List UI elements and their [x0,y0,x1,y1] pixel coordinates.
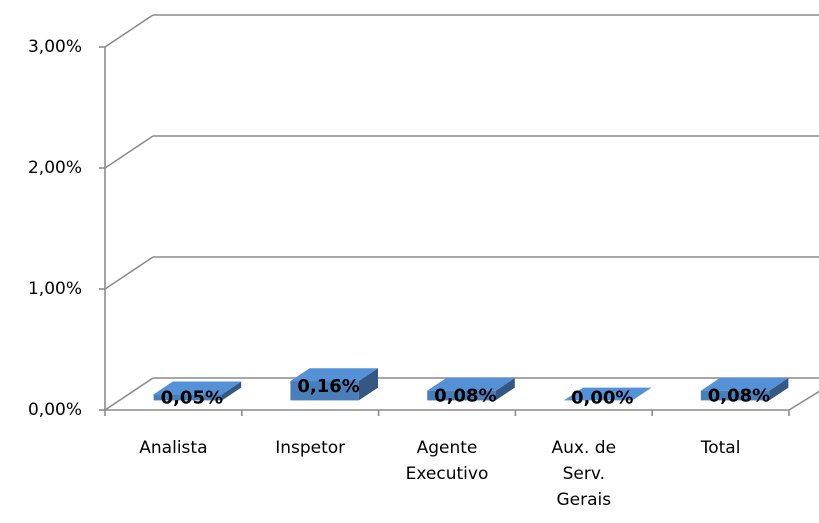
bar [700,377,789,401]
value-label: 0,16% [297,376,359,397]
x-tick-label: Aux. de Serv. Gerais [552,438,617,510]
bar-side [495,377,515,401]
grid-line [104,135,154,169]
value-label: 0,05% [161,387,223,408]
value-label: 0,00% [571,387,633,408]
x-tick-label: Analista [139,438,207,458]
y-tick-label: 1,00% [28,279,82,299]
x-tick-label: Total [700,438,741,458]
bar-top [564,387,652,401]
bar [427,377,515,401]
bar [153,381,242,401]
bar-top [153,381,242,395]
bar-top [700,377,789,391]
x-tick-label: Agente Executivo [406,438,489,484]
bar-front [700,390,770,401]
x-tick-label: Inspetor [275,438,345,458]
bar-side [222,381,242,401]
grid-line [104,14,154,48]
bar [290,368,378,401]
grid-line [104,256,154,290]
bar-side [358,368,378,401]
bar-top [427,377,515,391]
y-tick-label: 3,00% [28,37,82,57]
floor-right [788,390,819,411]
grid-line [104,377,154,411]
bar-front [290,381,359,401]
bar-top [290,368,378,382]
value-label: 0,08% [708,386,770,407]
bar-side [769,377,789,401]
bar-front [427,390,496,401]
y-tick-label: 2,00% [28,158,82,178]
y-tick-label: 0,00% [28,400,82,420]
bar [564,387,652,401]
value-label: 0,08% [434,386,496,407]
bar-front [153,394,222,401]
